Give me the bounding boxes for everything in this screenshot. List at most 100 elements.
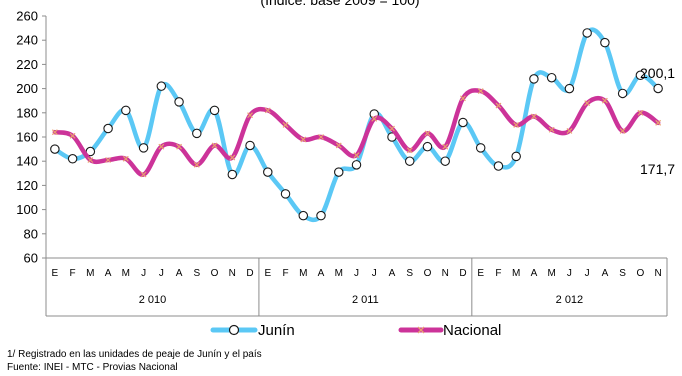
data-point-nacional	[548, 126, 555, 133]
legend-marker-nacional	[417, 326, 425, 334]
x-tick-label: S	[406, 268, 413, 279]
data-point-nacional	[105, 157, 112, 163]
x-tick-label: M	[122, 268, 130, 279]
x-tick-label: O	[211, 268, 219, 279]
x-tick-label: A	[389, 268, 396, 279]
data-point-nacional	[495, 102, 502, 109]
y-tick-label: 180	[16, 105, 38, 120]
data-point-nacional	[335, 142, 342, 149]
y-tick-label: 100	[16, 202, 38, 217]
data-point-nacional	[442, 143, 449, 150]
y-tick-label: 220	[16, 57, 38, 72]
y-tick-label: 120	[16, 178, 38, 193]
data-point-nacional	[69, 132, 76, 139]
x-tick-label: O	[424, 268, 432, 279]
data-point-nacional	[460, 95, 466, 102]
data-point-junn	[263, 167, 273, 177]
data-point-junn	[227, 169, 238, 180]
data-point-nacional	[176, 143, 182, 150]
data-point-nacional	[531, 113, 537, 120]
data-point-junn	[475, 143, 486, 153]
data-point-junn	[564, 83, 575, 94]
x-tick-label: M	[512, 268, 520, 279]
x-tick-label: F	[495, 268, 501, 279]
x-tick-label: E	[264, 268, 271, 279]
x-tick-label: O	[636, 268, 644, 279]
legend-label-nacional: Nacional	[443, 322, 501, 339]
data-point-junn	[245, 140, 255, 151]
legend-marker-junin	[228, 324, 240, 336]
data-point-junn	[511, 151, 521, 162]
data-point-nacional	[584, 100, 591, 107]
y-tick-label: 240	[16, 33, 38, 48]
x-tick-label: M	[547, 268, 555, 279]
data-point-nacional	[318, 134, 324, 140]
end-label-nacional: 171,7	[640, 161, 675, 177]
x-tick-label: J	[354, 268, 359, 279]
x-tick-label: A	[176, 268, 183, 279]
series-junn	[50, 27, 663, 223]
data-point-nacional	[140, 171, 147, 178]
y-tick-label: 200	[16, 81, 38, 96]
y-tick-label: 160	[16, 130, 38, 145]
data-point-junn	[653, 83, 663, 94]
data-point-junn	[617, 88, 628, 99]
data-point-junn	[582, 28, 592, 38]
source-note: Fuente: INEI - MTC - Provias Nacional	[7, 362, 178, 373]
data-point-nacional	[51, 129, 58, 136]
data-point-junn	[138, 143, 149, 153]
x-tick-label: J	[567, 268, 572, 279]
x-tick-label: A	[602, 268, 609, 279]
x-tick-label: F	[282, 268, 288, 279]
x-tick-label: E	[52, 268, 59, 279]
data-point-nacional	[353, 152, 360, 159]
data-point-nacional	[619, 128, 626, 134]
data-point-nacional	[247, 112, 253, 119]
legend-label-junin: Junín	[258, 322, 295, 339]
y-tick-label: 80	[24, 226, 38, 241]
legend-item-nacional: Nacional	[398, 322, 501, 339]
x-tick-label: A	[105, 268, 112, 279]
data-point-junn	[67, 154, 78, 164]
data-point-nacional	[513, 121, 520, 128]
end-label-junin: 200,1	[640, 65, 675, 81]
year-label: 2 010	[139, 294, 167, 306]
x-tick-label: M	[86, 268, 94, 279]
data-point-junn	[209, 105, 220, 116]
data-point-nacional	[300, 136, 307, 143]
end-labels: 200,1 171,7	[640, 65, 675, 177]
data-point-nacional	[566, 128, 573, 134]
data-point-nacional	[655, 119, 662, 126]
chart-title: (Índice: base 2009 = 100)	[260, 0, 419, 8]
data-point-junn	[174, 97, 184, 107]
series-nacional	[51, 88, 662, 178]
x-tick-label: D	[246, 268, 253, 279]
data-point-junn	[422, 141, 433, 152]
data-point-nacional	[264, 107, 271, 114]
data-point-nacional	[122, 155, 129, 162]
data-point-nacional	[477, 88, 484, 94]
data-point-junn	[529, 74, 539, 84]
data-point-junn	[280, 189, 291, 199]
x-tick-label: N	[229, 268, 236, 279]
series-line-junn	[52, 27, 661, 223]
y-tick-label: 60	[24, 251, 38, 266]
footnote: 1/ Registrado en las unidades de peaje d…	[7, 349, 262, 360]
data-point-junn	[600, 37, 610, 48]
legend: Junín Nacional	[210, 322, 501, 339]
x-tick-label: J	[372, 268, 377, 279]
data-point-nacional	[282, 121, 289, 128]
x-tick-label: S	[193, 268, 200, 279]
data-point-nacional	[637, 109, 644, 116]
data-point-nacional	[158, 143, 165, 150]
x-tick-label: D	[459, 268, 466, 279]
legend-item-junin: Junín	[210, 322, 295, 339]
data-point-junn	[121, 105, 131, 116]
data-point-nacional	[211, 142, 218, 149]
data-point-junn	[635, 70, 646, 81]
x-tick-label: A	[531, 268, 538, 279]
data-point-nacional	[193, 161, 200, 168]
x-tick-label: S	[619, 268, 626, 279]
